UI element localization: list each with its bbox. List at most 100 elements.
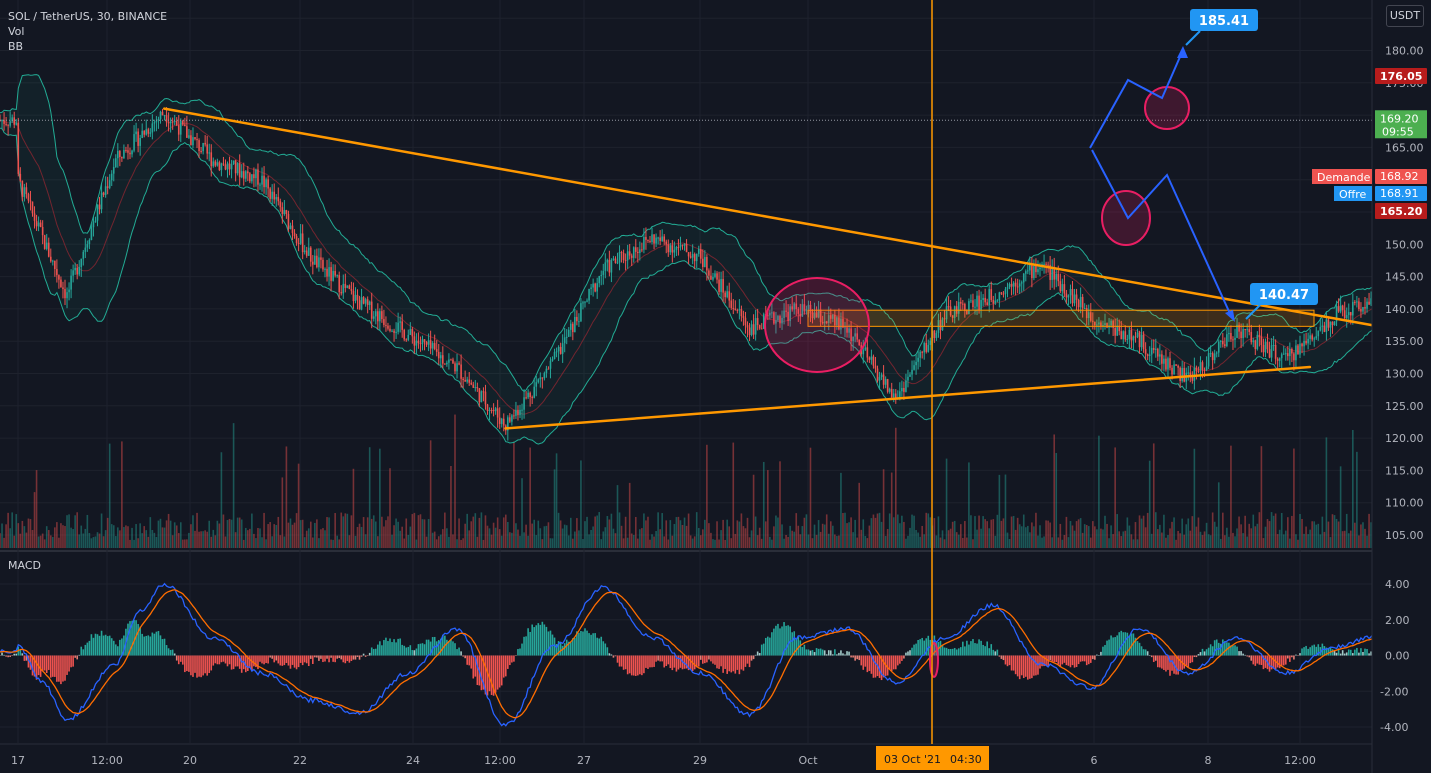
- price-candles: [0, 107, 1431, 441]
- macd-histogram-bar: [899, 655, 901, 664]
- volume-bar: [974, 516, 976, 548]
- candle-body: [604, 262, 607, 271]
- candle-body: [1364, 307, 1366, 309]
- macd-histogram-bar: [204, 655, 206, 674]
- volume-bar: [135, 524, 137, 548]
- volume-bar: [283, 536, 286, 548]
- volume-bar: [100, 513, 103, 548]
- macd-histogram-bar: [1175, 655, 1177, 675]
- candle-body: [1110, 320, 1112, 326]
- volume-bar: [330, 539, 332, 548]
- macd-histogram-bar: [112, 640, 115, 656]
- bollinger-indicator-label[interactable]: BB: [8, 40, 24, 53]
- candle-body: [1154, 348, 1157, 350]
- candle-body: [1120, 331, 1123, 340]
- volume-bar: [943, 539, 946, 548]
- candle-body: [415, 340, 418, 346]
- ask-name-bg: [1334, 186, 1372, 201]
- volume-bar: [125, 525, 127, 548]
- candle-body: [515, 409, 517, 416]
- candle-body: [813, 313, 816, 319]
- macd-histogram-bar: [279, 655, 282, 666]
- candle-body: [551, 359, 554, 361]
- ask-name-label: Offre: [1339, 188, 1367, 201]
- candle-body: [894, 393, 897, 399]
- macd-tick-label: 4.00: [1385, 578, 1410, 591]
- volume-bar: [927, 513, 930, 548]
- macd-histogram-bar: [1110, 635, 1112, 656]
- volume-bar: [1163, 514, 1165, 548]
- volume-bar: [285, 446, 288, 548]
- volume-bar: [803, 517, 806, 548]
- candle-body: [722, 279, 724, 293]
- volume-bar: [1073, 530, 1076, 548]
- candle-body: [1343, 310, 1346, 319]
- time-tick-label: Oct: [798, 754, 818, 767]
- volume-bar: [474, 513, 477, 548]
- volume-bar: [19, 533, 22, 548]
- volume-bar: [385, 520, 387, 548]
- macd-histogram-bar: [66, 655, 68, 675]
- symbol-title[interactable]: SOL / TetherUS, 30, BINANCE: [8, 10, 168, 23]
- macd-histogram-bar: [326, 655, 328, 659]
- candle-body: [1075, 294, 1078, 300]
- macd-histogram-bar: [303, 655, 306, 663]
- macd-histogram-bar: [563, 643, 566, 656]
- volume-bar: [854, 519, 856, 548]
- volume-bar: [1039, 525, 1041, 548]
- macd-histogram-bar: [612, 655, 615, 658]
- macd-histogram-bar: [9, 655, 11, 657]
- macd-histogram-bar: [275, 655, 278, 661]
- candle-body: [1055, 273, 1058, 280]
- volume-bar: [1018, 524, 1021, 548]
- macd-indicator-label[interactable]: MACD: [8, 559, 41, 572]
- volume-bar: [196, 512, 198, 548]
- volume-bar: [413, 512, 416, 548]
- candle-body: [1313, 338, 1316, 340]
- volume-bar: [131, 527, 133, 548]
- volume-bar: [110, 524, 113, 548]
- candle-body: [1047, 264, 1049, 266]
- candle-body: [1053, 268, 1056, 280]
- macd-histogram-bar: [60, 655, 62, 685]
- volume-bar: [860, 529, 863, 548]
- volume-indicator-label[interactable]: Vol: [8, 25, 25, 38]
- candle-body: [498, 417, 501, 424]
- volume-bar: [206, 531, 208, 548]
- macd-histogram-bar: [984, 646, 986, 656]
- macd-histogram-bar: [951, 648, 954, 656]
- volume-bar: [7, 512, 9, 548]
- volume-bar: [141, 533, 143, 548]
- volume-bar: [1110, 525, 1112, 548]
- macd-histogram-bar: [173, 653, 176, 656]
- volume-bar: [827, 533, 830, 548]
- candle-body: [43, 235, 46, 249]
- currency-selector[interactable]: USDT: [1386, 5, 1424, 27]
- volume-bar: [886, 529, 889, 548]
- macd-histogram-bar: [872, 655, 875, 678]
- macd-histogram-bar: [1354, 649, 1356, 656]
- candle-body: [1222, 340, 1224, 345]
- macd-histogram-bar: [710, 655, 712, 662]
- candle-body: [431, 343, 434, 349]
- volume-bar: [608, 519, 611, 548]
- volume-bar: [114, 536, 117, 548]
- candle-body: [476, 387, 479, 389]
- volume-bar: [618, 512, 621, 548]
- volume-bar: [1047, 520, 1049, 548]
- volume-bar: [1311, 521, 1313, 548]
- macd-histogram-bar: [1368, 653, 1370, 656]
- macd-histogram-bar: [815, 648, 818, 656]
- price-tick-label: 140.00: [1385, 303, 1424, 316]
- candle-body: [600, 274, 603, 277]
- volume-bar: [962, 537, 964, 548]
- macd-histogram-bar: [915, 643, 917, 656]
- volume-bar: [1136, 539, 1139, 548]
- macd-histogram-bar: [957, 648, 960, 656]
- candle-body: [1224, 344, 1226, 346]
- volume-bar: [925, 512, 928, 548]
- macd-histogram-bar: [622, 655, 625, 670]
- candle-body: [582, 302, 584, 304]
